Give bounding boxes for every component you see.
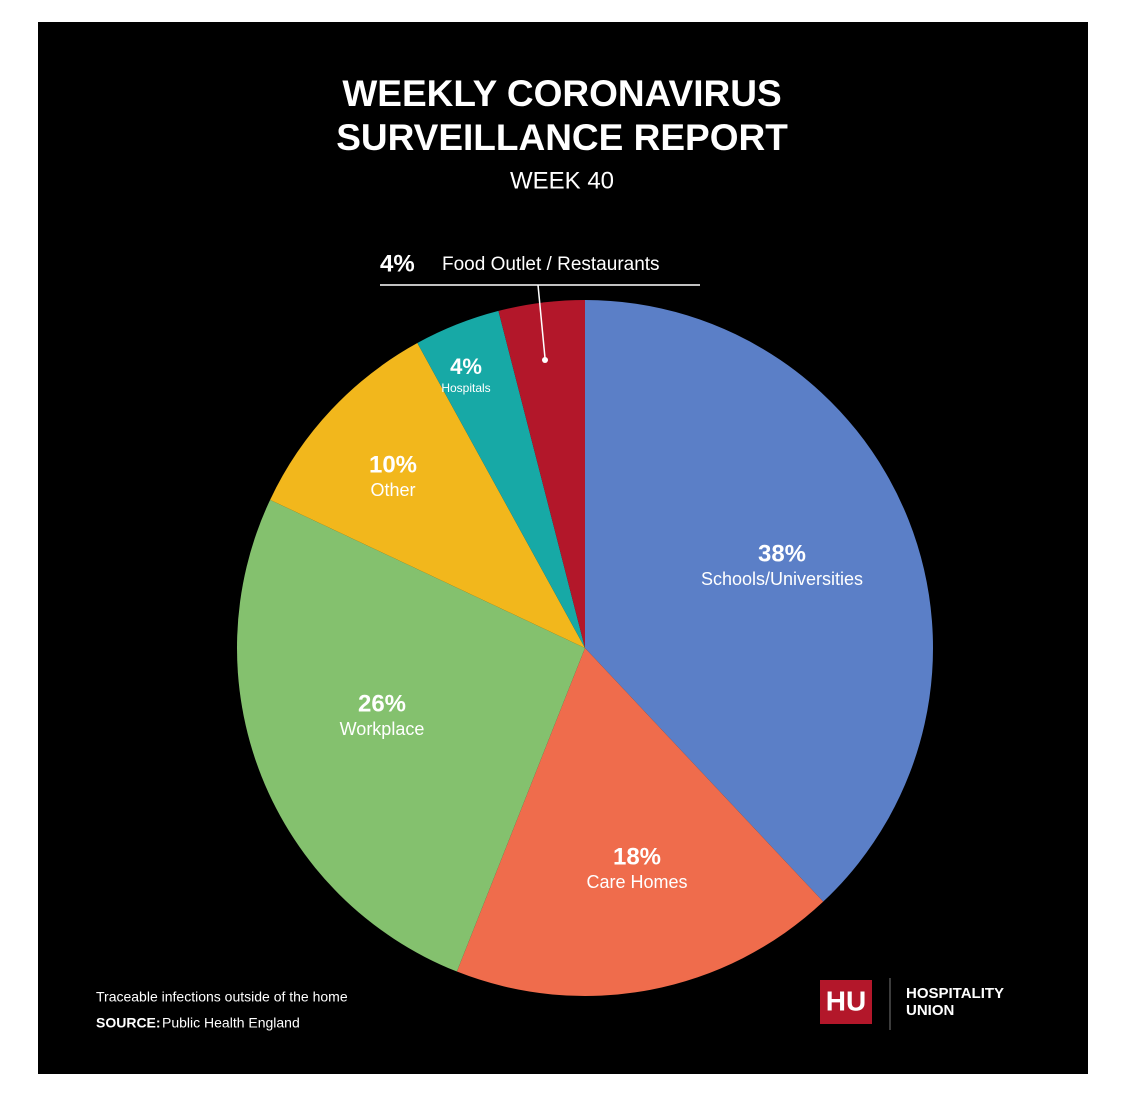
pie-slice — [585, 300, 933, 902]
category-label: Hospitals — [441, 381, 490, 395]
pie-slice — [456, 648, 824, 996]
note: Traceable infections outside of the home — [96, 989, 348, 1005]
pie-slice — [270, 343, 585, 648]
logo-name: HOSPITALITY — [906, 985, 1004, 1002]
value-label: 10% — [369, 451, 417, 478]
category-label: Workplace — [340, 719, 425, 739]
leader-line — [537, 284, 546, 359]
value-label: 18% — [613, 843, 661, 870]
logo-box — [820, 980, 872, 1024]
leader-dot — [542, 357, 548, 363]
pie-slice — [236, 499, 585, 972]
pie-slice — [417, 310, 585, 648]
category-label: Other — [370, 480, 415, 500]
category-label: Care Homes — [586, 872, 687, 892]
chart-title: WEEKLY CORONAVIRUS SURVEILLANCE REPORT — [336, 73, 788, 158]
source: Public Health England — [162, 1015, 300, 1031]
logo-name: UNION — [906, 1002, 954, 1019]
value-label: 4% — [380, 250, 415, 277]
value-label: 26% — [358, 690, 406, 717]
source-label: SOURCE: — [96, 1015, 161, 1031]
pie-slice — [498, 300, 585, 648]
subtitle: WEEK 40 — [510, 167, 614, 194]
category-label: Schools/Universities — [701, 569, 863, 589]
value-label: 38% — [758, 540, 806, 567]
value-label: 4% — [450, 354, 482, 379]
category-label: Food Outlet / Restaurants — [442, 254, 660, 275]
logo-mark: HU — [826, 985, 866, 1016]
